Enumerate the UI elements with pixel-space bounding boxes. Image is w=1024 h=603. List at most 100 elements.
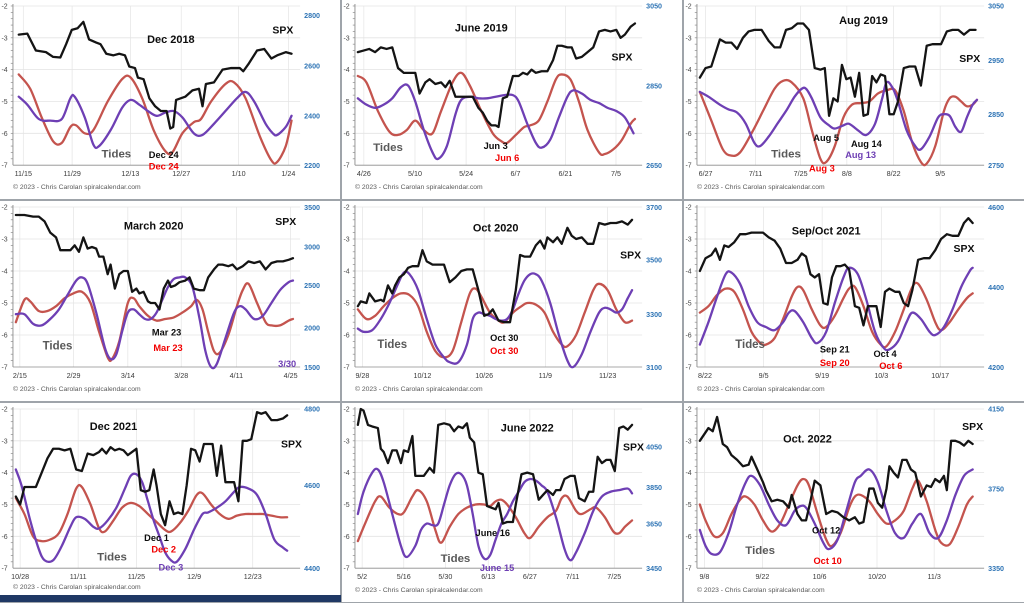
left-axis-label: -2 [1, 4, 7, 11]
chart-cell-oct-2022: -2 -3 -4 -5 -6 -7 4150 3750 3350 9/8 9/22 10/6 10/20… [684, 403, 1024, 602]
x-tick-label: 3/28 [174, 372, 188, 380]
x-tick-label: 2/29 [67, 372, 81, 380]
tides-label: Tides [441, 553, 471, 565]
left-axis-label: -7 [1, 365, 7, 372]
annotation-sep-20: Sep 20 [820, 358, 850, 368]
left-axis-label: -7 [343, 365, 349, 372]
right-axis-label: 3450 [646, 565, 662, 573]
left-axis-label: -4 [1, 470, 7, 477]
bottom-taskbar-strip [0, 595, 341, 602]
right-axis-label: 2400 [304, 113, 320, 121]
left-axis-label: -6 [1, 333, 7, 340]
right-axis-label: 3500 [304, 204, 320, 212]
right-axis-label: 1500 [304, 364, 320, 372]
left-axis-label: -2 [1, 205, 7, 212]
chart-panel-march-2020: -2 -3 -4 -5 -6 -7 3500 3000 2500 2000 1500 2/15 2/29… [1, 204, 320, 393]
annotation-aug-14: Aug 14 [851, 139, 883, 149]
spx-line [17, 20, 293, 130]
copyright-text: © 2023 - Chris Carolan spiralcalendar.co… [697, 183, 825, 191]
annotation-jun-6: Jun 6 [495, 153, 519, 163]
left-axis-label: -4 [685, 67, 691, 74]
x-tick-label: 4/26 [357, 170, 371, 178]
x-tick-label: 9/28 [355, 372, 369, 380]
x-tick-label: 5/16 [397, 573, 411, 581]
x-tick-label: 10/3 [874, 372, 888, 380]
tides-label: Tides [735, 339, 765, 351]
left-axis-label: -5 [685, 99, 691, 106]
left-axis-label: -6 [685, 534, 691, 541]
right-axis-label: 4800 [304, 406, 320, 414]
left-axis-label: -6 [343, 131, 349, 138]
left-axis-label: -5 [343, 301, 349, 308]
annotation-oct-6: Oct 6 [879, 361, 902, 371]
spx-line [356, 218, 634, 324]
x-tick-label: 10/6 [813, 573, 827, 581]
x-tick-label: 10/28 [11, 573, 29, 581]
right-axis-label: 3700 [646, 204, 662, 212]
annotation-dec-2: Dec 2 [151, 545, 176, 555]
x-tick-label: 2/15 [13, 372, 27, 380]
x-tick-label: 11/3 [927, 573, 940, 581]
chart-panel-dec-2018: -2 -3 -4 -5 -6 -7 2800 2600 2400 2200 11/15 11/29 12… [1, 4, 320, 191]
left-axis-label: -4 [343, 67, 349, 74]
x-tick-label: 10/12 [413, 372, 431, 380]
panel-title: Oct 2020 [473, 222, 519, 234]
x-tick-label: 9/5 [759, 372, 769, 380]
right-axis-label: 3850 [646, 484, 662, 492]
left-axis-label: -5 [685, 301, 691, 308]
left-axis-label: -7 [685, 566, 691, 573]
left-axis-label: -4 [343, 269, 349, 276]
left-axis-label: -5 [1, 301, 7, 308]
x-tick-label: 3/14 [121, 372, 135, 380]
left-axis-label: -2 [343, 407, 349, 414]
annotation-june-15: June 15 [480, 563, 514, 573]
left-axis-label: -3 [1, 438, 7, 445]
x-tick-label: 11/25 [128, 573, 145, 581]
right-axis-label: 3500 [646, 257, 662, 265]
left-axis-label: -4 [1, 269, 7, 276]
right-axis-label: 2800 [304, 12, 320, 20]
panel-title: Aug 2019 [839, 15, 888, 27]
x-tick-label: 9/22 [755, 573, 769, 581]
chart-cell-june-2019: -2 -3 -4 -5 -6 -7 3050 2850 2650 4/26 5/10 5/24 6/7 6… [342, 0, 682, 199]
x-tick-label: 9/5 [935, 170, 945, 178]
x-tick-label: 4/11 [230, 372, 243, 380]
x-tick-label: 5/2 [357, 573, 367, 581]
spx-line [698, 217, 974, 329]
left-axis-label: -2 [343, 205, 349, 212]
right-axis-label: 3000 [304, 243, 320, 251]
annotation-dec-24: Dec 24 [149, 150, 180, 160]
tide-red-line [698, 78, 979, 167]
tide-purple-line [698, 468, 974, 556]
annotation-oct-30: Oct 30 [490, 346, 518, 356]
x-tick-label: 10/17 [931, 372, 949, 380]
right-axis-label: 2750 [988, 162, 1004, 170]
x-tick-label: 6/27 [523, 573, 537, 581]
left-axis-label: -4 [685, 269, 691, 276]
left-axis-label: -3 [343, 237, 349, 244]
chart-panel-june-2019: -2 -3 -4 -5 -6 -7 3050 2850 2650 4/26 5/10 5/24 6/7 6… [343, 3, 662, 191]
copyright-text: © 2023 - Chris Carolan spiralcalendar.co… [13, 183, 141, 191]
x-tick-label: 7/25 [607, 573, 621, 581]
annotation-mar-23: Mar 23 [153, 343, 182, 353]
x-tick-label: 11/9 [539, 372, 552, 380]
annotation-3-30: 3/30 [278, 359, 296, 369]
spx-label: SPX [275, 217, 296, 228]
tides-label: Tides [745, 545, 775, 557]
chart-panel-june-2022: -2 -3 -4 -5 -6 -7 4050 3850 3650 3450 5/2 5/16 5/30 6… [343, 407, 662, 594]
right-axis-label: 3750 [988, 485, 1004, 493]
left-axis-label: -3 [1, 35, 7, 42]
spx-label: SPX [620, 250, 641, 261]
chart-cell-sep-oct-2021: -2 -3 -4 -5 -6 -7 4600 4400 4200 8/22 9/5 9/19 10/3 1… [684, 201, 1024, 401]
x-tick-label: 6/27 [699, 170, 713, 178]
chart-cell-dec-2018: -2 -3 -4 -5 -6 -7 2800 2600 2400 2200 11/15 11/29 12… [0, 0, 340, 199]
chart-panel-aug-2019: -2 -3 -4 -5 -6 -7 3050 2950 2850 2750 6/27 7/11 7/25… [685, 3, 1004, 191]
tides-label: Tides [771, 149, 801, 161]
chart-panel-dec-2021: -2 -3 -4 -5 -6 -7 4800 4600 4400 10/28 11/11 11/25 1… [1, 406, 320, 591]
left-axis-label: -2 [685, 407, 691, 414]
annotation-june-16: June 16 [476, 528, 510, 538]
annotation-oct-30: Oct 30 [490, 333, 518, 343]
annotation-dec-3: Dec 3 [159, 563, 184, 573]
copyright-text: © 2023 - Chris Carolan spiralcalendar.co… [355, 586, 483, 594]
